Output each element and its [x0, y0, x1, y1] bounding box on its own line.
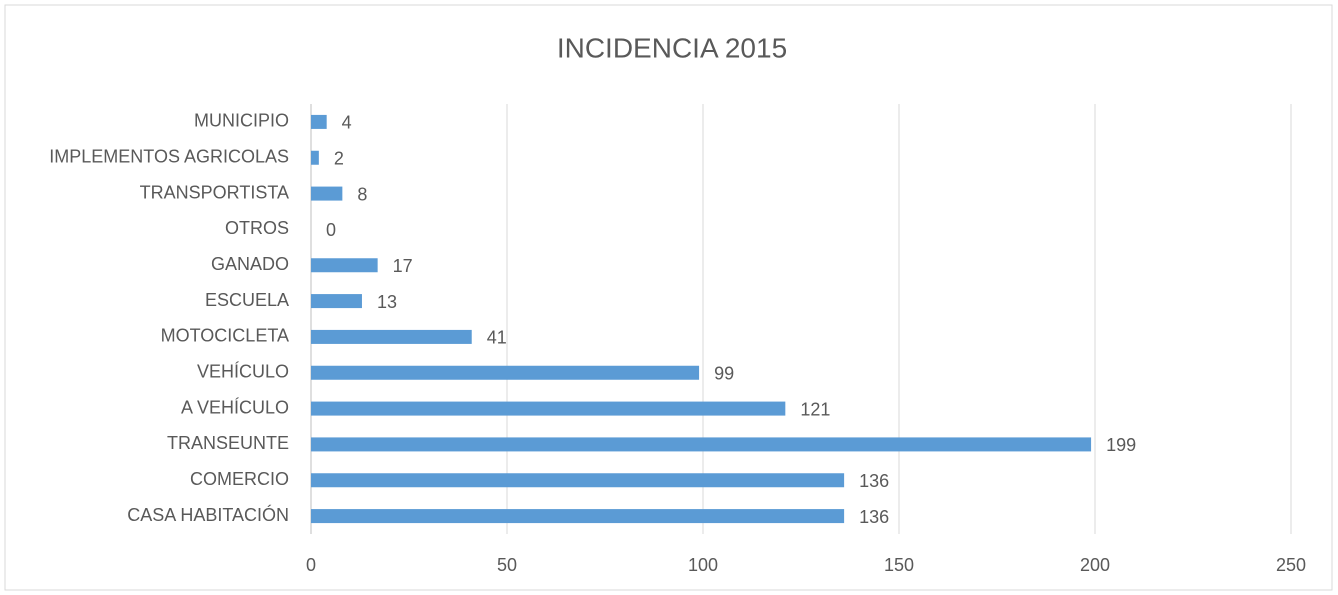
- bar: [311, 401, 786, 416]
- data-label: 4: [342, 113, 352, 133]
- data-label: 136: [859, 471, 889, 491]
- y-tick-label: OTROS: [225, 218, 289, 238]
- bar: [311, 186, 343, 201]
- y-tick-label: VEHÍCULO: [197, 362, 289, 382]
- data-label: 8: [357, 184, 367, 204]
- bar: [311, 294, 362, 309]
- y-tick-label: A VEHÍCULO: [181, 397, 289, 417]
- y-tick-label: COMERCIO: [190, 469, 289, 489]
- bar: [311, 329, 472, 344]
- data-label: 17: [393, 256, 413, 276]
- x-tick-label: 200: [1080, 555, 1110, 575]
- x-tick-label: 50: [497, 555, 517, 575]
- y-tick-label: IMPLEMENTOS AGRICOLAS: [49, 147, 289, 167]
- y-tick-label: GANADO: [211, 254, 289, 274]
- data-label: 199: [1106, 435, 1136, 455]
- data-label: 41: [487, 328, 507, 348]
- x-tick-label: 0: [306, 555, 316, 575]
- bar: [311, 365, 700, 380]
- y-tick-label: TRANSEUNTE: [167, 433, 289, 453]
- y-tick-label: CASA HABITACIÓN: [127, 504, 289, 525]
- y-tick-label: MOTOCICLETA: [161, 326, 289, 346]
- y-tick-label: ESCUELA: [205, 290, 289, 310]
- data-label: 0: [326, 220, 336, 240]
- bar: [311, 509, 845, 524]
- chart-border: [4, 4, 1333, 591]
- bar: [311, 150, 319, 165]
- x-tick-label: 250: [1276, 555, 1306, 575]
- bar: [311, 114, 327, 129]
- x-tick-label: 150: [884, 555, 914, 575]
- x-tick-label: 100: [688, 555, 718, 575]
- bar: [311, 437, 1092, 452]
- data-label: 13: [377, 292, 397, 312]
- bar: [311, 473, 845, 488]
- y-tick-label: TRANSPORTISTA: [140, 182, 289, 202]
- y-tick-label: MUNICIPIO: [194, 111, 289, 131]
- data-label: 99: [714, 364, 734, 384]
- bar: [311, 258, 378, 273]
- data-label: 2: [334, 149, 344, 169]
- data-label: 121: [800, 399, 830, 419]
- data-label: 136: [859, 507, 889, 527]
- chart-title: INCIDENCIA 2015: [557, 32, 787, 63]
